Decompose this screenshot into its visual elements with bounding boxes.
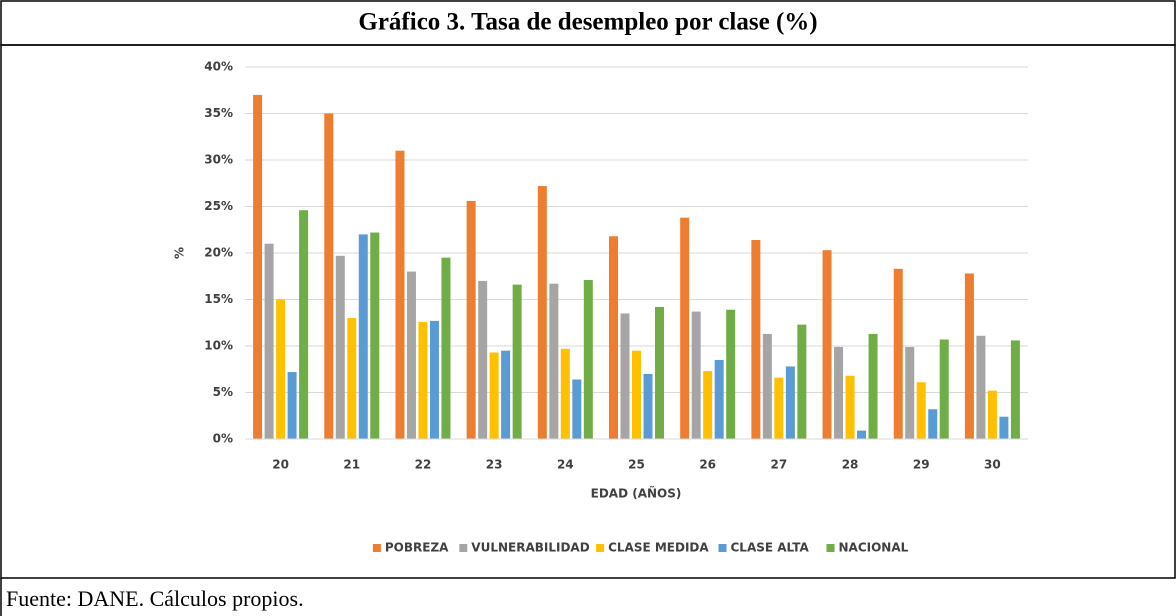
- bar: [834, 346, 844, 439]
- y-tick-label: 20%: [204, 246, 233, 260]
- x-tick-label: 29: [913, 458, 930, 472]
- legend-label: CLASE ALTA: [731, 541, 810, 555]
- bar: [893, 268, 903, 439]
- bar: [987, 390, 997, 439]
- bar: [916, 382, 926, 439]
- x-tick-label: 22: [415, 458, 432, 472]
- y-tick-label: 5%: [213, 385, 233, 399]
- bar: [762, 333, 772, 439]
- bar: [501, 350, 511, 439]
- x-tick-label: 20: [272, 458, 289, 472]
- bar: [1010, 340, 1020, 439]
- bar: [620, 313, 630, 439]
- bar: [976, 335, 986, 439]
- y-tick-label: 35%: [204, 106, 233, 120]
- source-note: Fuente: DANE. Cálculos propios.: [6, 586, 304, 611]
- bar: [655, 306, 664, 439]
- bar: [822, 250, 832, 439]
- bar: [751, 239, 761, 439]
- bar: [429, 320, 439, 439]
- bar: [478, 280, 488, 439]
- bar: [999, 416, 1009, 439]
- y-axis-label: %: [173, 247, 187, 259]
- x-tick-label: 25: [628, 458, 645, 472]
- x-tick-label: 27: [771, 458, 788, 472]
- bar: [632, 350, 641, 439]
- legend-swatch: [718, 544, 727, 552]
- x-tick-label: 30: [984, 458, 1001, 472]
- bar: [857, 430, 867, 439]
- bar: [418, 321, 428, 439]
- bar: [572, 379, 582, 439]
- bar: [691, 311, 701, 439]
- legend-label: CLASE MEDIDA: [608, 541, 709, 555]
- y-tick-label: 0%: [213, 432, 233, 446]
- y-tick-label: 30%: [204, 153, 233, 167]
- bar: [299, 210, 309, 439]
- bar: [395, 150, 405, 439]
- legend-swatch: [596, 544, 605, 552]
- bar: [370, 232, 380, 439]
- bar: [264, 243, 274, 439]
- bar: [845, 375, 855, 439]
- bar: [335, 255, 345, 439]
- bar: [549, 283, 559, 439]
- legend-swatch: [826, 544, 835, 552]
- x-tick-label: 21: [343, 458, 360, 472]
- bar: [939, 339, 949, 439]
- bar: [347, 318, 357, 439]
- bar: [583, 279, 593, 439]
- chart-title: Gráfico 3. Tasa de desempleo por clase (…: [358, 9, 817, 36]
- y-tick-label: 10%: [204, 339, 233, 353]
- legend-swatch: [372, 544, 381, 552]
- bar: [466, 200, 476, 439]
- x-tick-label: 23: [486, 458, 503, 472]
- bar: [287, 372, 297, 439]
- bar: [324, 113, 334, 439]
- bar: [868, 333, 878, 439]
- chart-box: [0, 44, 1176, 579]
- bar: [512, 284, 522, 439]
- bar: [441, 257, 451, 439]
- bar: [358, 234, 368, 439]
- bar: [797, 324, 807, 439]
- x-axis-label: EDAD (AÑOS): [591, 486, 682, 501]
- bar: [489, 352, 499, 439]
- bar: [726, 309, 736, 439]
- bar: [276, 299, 286, 439]
- legend-label: VULNERABILIDAD: [471, 541, 589, 555]
- bar: [785, 366, 795, 439]
- bar: [643, 373, 653, 439]
- legend-label: NACIONAL: [839, 541, 909, 555]
- bar: [537, 186, 547, 439]
- bar: [406, 271, 416, 439]
- bar: [714, 359, 724, 439]
- x-tick-label: 24: [557, 458, 574, 472]
- y-tick-label: 15%: [204, 292, 233, 306]
- legend-swatch: [459, 544, 468, 552]
- y-tick-label: 25%: [204, 199, 233, 213]
- bar: [774, 377, 784, 439]
- bar: [964, 273, 974, 439]
- bar: [253, 94, 263, 440]
- x-tick-label: 28: [842, 458, 859, 472]
- bar: [560, 348, 570, 439]
- y-tick-label: 40%: [204, 60, 233, 74]
- legend-label: POBREZA: [385, 541, 449, 555]
- bar: [609, 236, 618, 439]
- bar: [928, 409, 938, 439]
- bar: [905, 346, 915, 439]
- x-tick-label: 26: [699, 458, 716, 472]
- bar: [680, 217, 690, 439]
- bar: [703, 371, 713, 439]
